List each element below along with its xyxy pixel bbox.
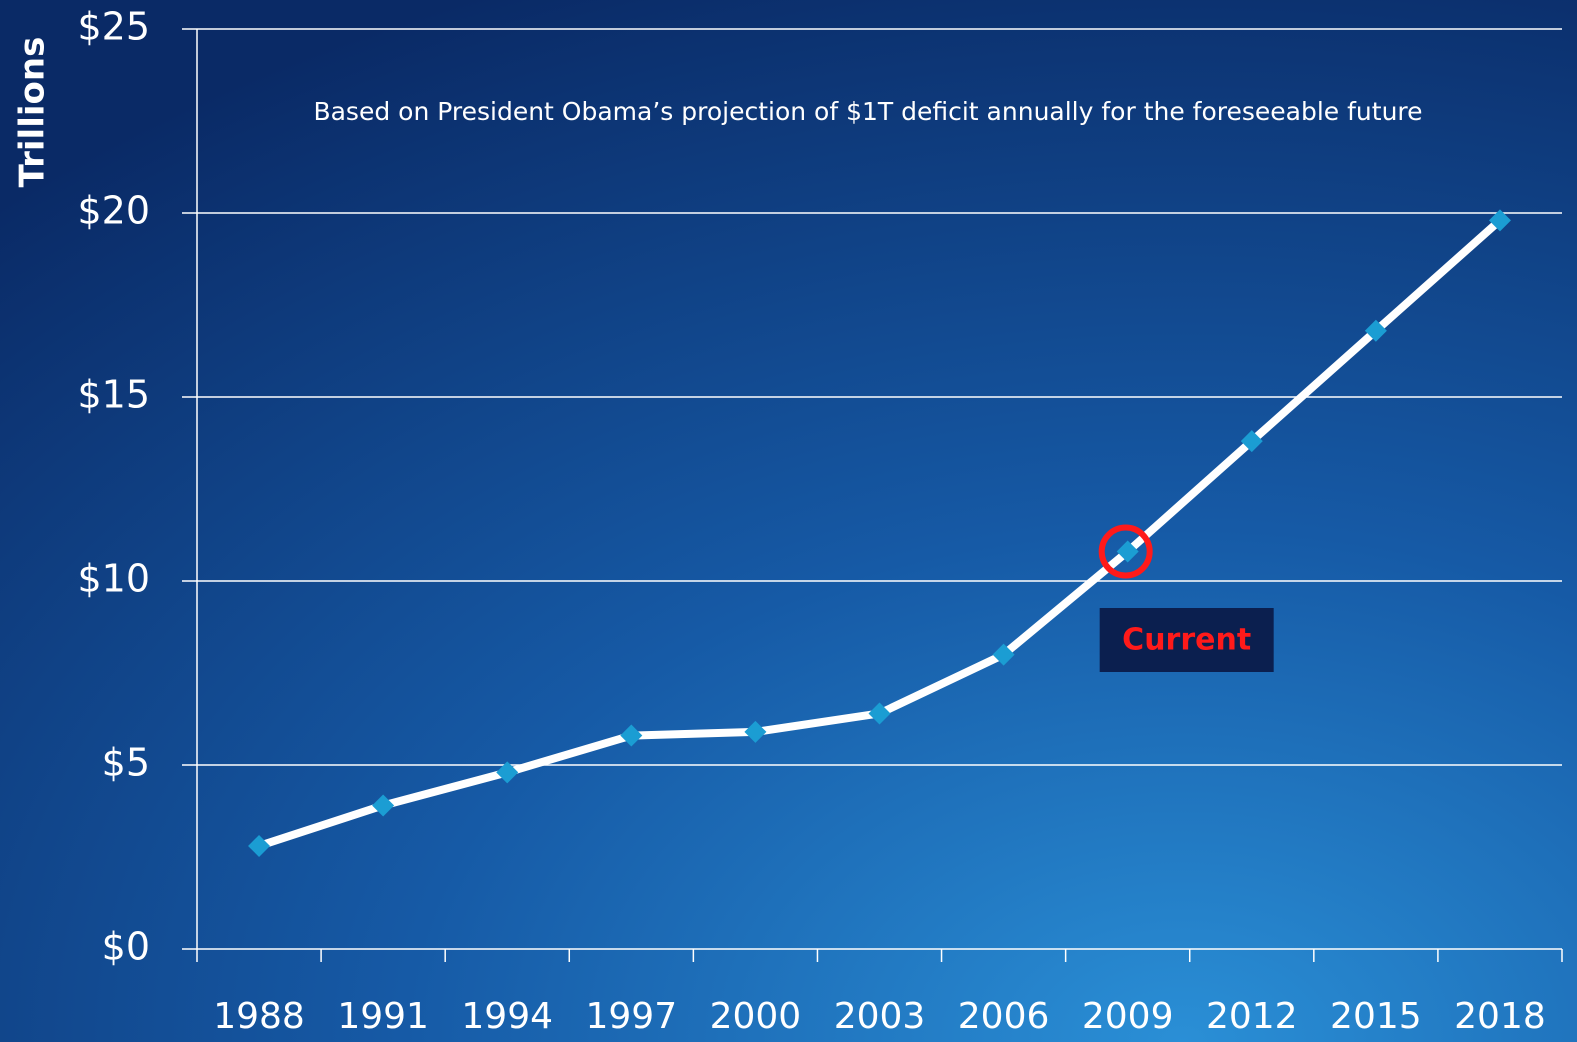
y-axis-label: Trillions: [13, 37, 53, 188]
x-tick-label: 1991: [337, 996, 429, 1037]
y-tick-label: $20: [77, 189, 150, 233]
marker: [496, 761, 519, 784]
x-tick-label: 2000: [710, 996, 802, 1037]
x-tick-label: 1994: [461, 996, 553, 1037]
marker: [1240, 430, 1263, 453]
x-tick-label: 2009: [1082, 996, 1174, 1037]
marker: [992, 643, 1015, 666]
y-tick-label: $0: [102, 925, 150, 969]
x-tick-label: 2006: [958, 996, 1050, 1037]
marker: [868, 702, 891, 725]
x-tick-label: 2015: [1330, 996, 1422, 1037]
y-tick-label: $25: [77, 5, 150, 49]
annotation-box: [1099, 608, 1274, 672]
subtitle: Based on President Obama’s projection of…: [313, 97, 1422, 126]
x-tick-label: 2012: [1206, 996, 1298, 1037]
annotation: Current: [1122, 623, 1251, 658]
x-tick-label: 1988: [213, 996, 305, 1037]
marker: [1488, 209, 1511, 232]
marker: [744, 720, 767, 743]
highlight-circle: [1098, 524, 1153, 579]
x-tick-label: 2003: [834, 996, 926, 1037]
y-tick-label: $10: [77, 557, 150, 601]
x-tick-label: 2018: [1454, 996, 1546, 1037]
y-tick-label: $15: [77, 373, 150, 417]
marker: [1116, 540, 1139, 563]
marker: [372, 794, 395, 817]
y-tick-label: $5: [102, 741, 150, 785]
marker: [620, 724, 643, 747]
x-tick-label: 1997: [586, 996, 678, 1037]
marker: [1364, 319, 1387, 342]
marker: [248, 834, 271, 857]
